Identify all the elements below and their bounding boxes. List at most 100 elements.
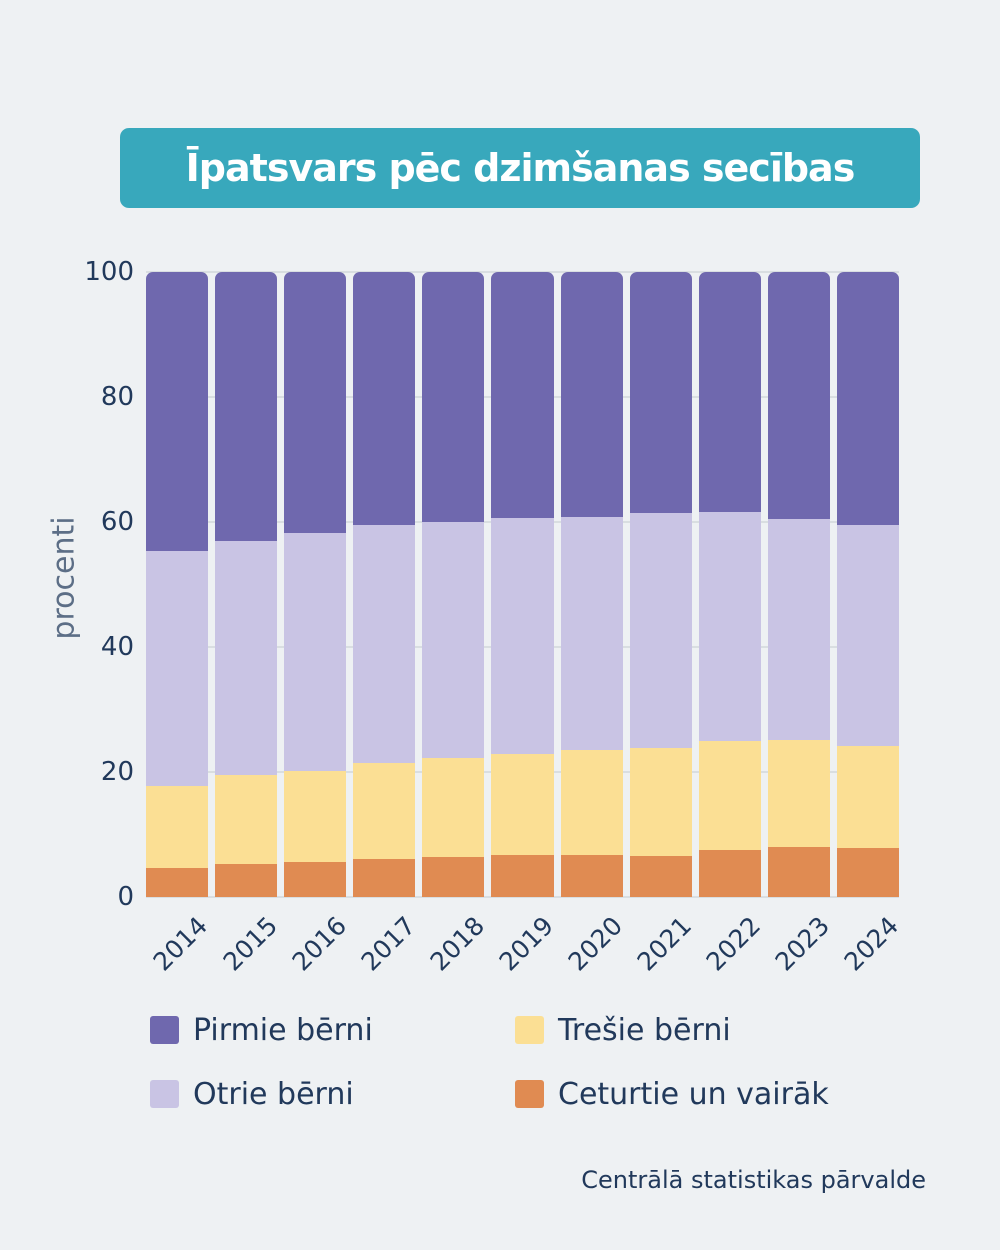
- x-tick-label-2023: 2023: [769, 911, 836, 977]
- bar-segment-2023-4: [767, 847, 830, 897]
- y-tick-label-100: 100: [84, 257, 134, 287]
- y-axis-ticks: 0 20 40 60 80 100: [40, 259, 134, 910]
- legend-label-1: Pirmie bērni: [193, 1012, 373, 1048]
- bar-segment-2020-4: [560, 854, 623, 897]
- bar-segment-2021-2: [629, 513, 692, 749]
- legend-label-2: Otrie bērni: [193, 1076, 354, 1112]
- legend-label-3: Trešie bērni: [558, 1012, 731, 1048]
- x-tick-label-2024: 2024: [838, 911, 905, 977]
- bar-2015: [215, 272, 278, 897]
- bar-segment-2019-4: [491, 855, 554, 897]
- bar-segment-2016-3: [284, 771, 347, 862]
- y-tick-label-60: 60: [100, 507, 134, 537]
- bar-segment-2016-4: [284, 862, 347, 897]
- bar-segment-2020-1: [560, 272, 623, 517]
- bar-segment-2015-4: [215, 863, 278, 897]
- bar-segment-2017-4: [353, 858, 416, 897]
- legend-item-1: Pirmie bērni: [150, 1010, 515, 1050]
- bar-segment-2018-2: [422, 522, 485, 759]
- x-label-cell-2014: 2014: [146, 897, 213, 976]
- legend-swatch-1: [150, 1016, 179, 1044]
- bar-segment-2022-1: [698, 272, 761, 512]
- bar-segment-2017-3: [353, 762, 416, 859]
- x-tick-label-2020: 2020: [562, 911, 629, 977]
- x-label-cell-2017: 2017: [353, 897, 420, 976]
- bar-2019: [491, 272, 554, 897]
- x-label-cell-2023: 2023: [768, 897, 835, 976]
- x-tick-label-2018: 2018: [424, 911, 490, 977]
- x-tick-label-2019: 2019: [493, 911, 560, 977]
- bar-segment-2023-1: [767, 272, 830, 519]
- y-tick-label-40: 40: [100, 632, 134, 662]
- bar-segment-2021-3: [629, 748, 692, 856]
- bar-segment-2022-3: [698, 741, 761, 850]
- legend-swatch-2: [150, 1080, 179, 1108]
- bar-segment-2023-2: [767, 518, 830, 741]
- legend-swatch-3: [515, 1016, 544, 1044]
- bar-segment-2014-2: [146, 550, 209, 786]
- stacked-bars: [146, 272, 900, 897]
- y-tick-label-0: 0: [117, 882, 134, 912]
- bar-segment-2021-4: [629, 855, 692, 897]
- bar-segment-2015-1: [215, 272, 278, 542]
- x-tick-label-2016: 2016: [286, 911, 352, 977]
- bar-2020: [560, 272, 623, 897]
- legend-item-2: Otrie bērni: [150, 1074, 515, 1114]
- x-tick-label-2021: 2021: [631, 911, 698, 977]
- legend: Pirmie bērni Otrie bērni Trešie bērni Cetur…: [150, 1010, 829, 1114]
- x-tick-label-2017: 2017: [355, 911, 421, 977]
- bar-segment-2015-2: [215, 541, 278, 776]
- x-tick-label-2022: 2022: [700, 911, 767, 977]
- x-axis-labels: 2014 2015 2016 2017 2018 2019 2020 2021 2022 2023…: [146, 897, 904, 976]
- bar-segment-2014-4: [146, 868, 209, 897]
- source-attribution: Centrālā statistikas pārvalde: [581, 1166, 926, 1194]
- x-label-cell-2016: 2016: [284, 897, 351, 976]
- x-label-cell-2015: 2015: [215, 897, 282, 976]
- bar-2023: [767, 272, 830, 897]
- bar-2017: [353, 272, 416, 897]
- plot-area: [146, 271, 900, 898]
- bar-segment-2018-3: [422, 758, 485, 857]
- bar-segment-2018-1: [422, 272, 485, 522]
- bar-segment-2023-3: [767, 740, 830, 847]
- x-label-cell-2024: 2024: [837, 897, 904, 976]
- bar-segment-2024-1: [836, 272, 900, 525]
- x-label-cell-2019: 2019: [491, 897, 559, 976]
- x-label-cell-2022: 2022: [699, 897, 766, 976]
- legend-item-3: Trešie bērni: [515, 1010, 829, 1050]
- bar-segment-2019-2: [491, 518, 554, 754]
- bar-segment-2022-2: [698, 512, 761, 742]
- x-label-cell-2020: 2020: [561, 897, 628, 976]
- bar-segment-2015-3: [215, 775, 278, 864]
- bar-segment-2021-1: [629, 272, 692, 514]
- x-tick-label-2015: 2015: [217, 911, 283, 977]
- legend-label-4: Ceturtie un vairāk: [558, 1076, 829, 1112]
- bar-segment-2014-1: [146, 272, 209, 551]
- bar-segment-2014-3: [146, 785, 209, 869]
- bar-segment-2017-2: [353, 525, 416, 763]
- bar-2014: [146, 272, 209, 897]
- legend-swatch-4: [515, 1080, 544, 1108]
- bar-segment-2022-4: [698, 849, 761, 897]
- bar-segment-2024-3: [836, 745, 900, 849]
- x-label-cell-2018: 2018: [422, 897, 489, 976]
- y-tick-label-80: 80: [100, 382, 134, 412]
- bar-segment-2016-1: [284, 272, 347, 533]
- bar-2018: [422, 272, 485, 897]
- bar-2021: [629, 272, 692, 897]
- x-tick-label-2014: 2014: [148, 911, 214, 977]
- legend-item-4: Ceturtie un vairāk: [515, 1074, 829, 1114]
- bar-segment-2020-2: [560, 517, 623, 750]
- bar-2022: [698, 272, 761, 897]
- bar-segment-2024-2: [836, 524, 900, 746]
- y-tick-label-20: 20: [100, 757, 134, 787]
- gridline-0: [146, 896, 899, 898]
- bar-segment-2019-3: [491, 753, 554, 856]
- bar-segment-2017-1: [353, 272, 416, 526]
- x-label-cell-2021: 2021: [630, 897, 697, 976]
- chart-title: Īpatsvars pēc dzimšanas secības: [185, 146, 856, 190]
- bar-2024: [836, 272, 900, 897]
- bar-segment-2020-3: [560, 749, 623, 855]
- bar-2016: [284, 272, 347, 897]
